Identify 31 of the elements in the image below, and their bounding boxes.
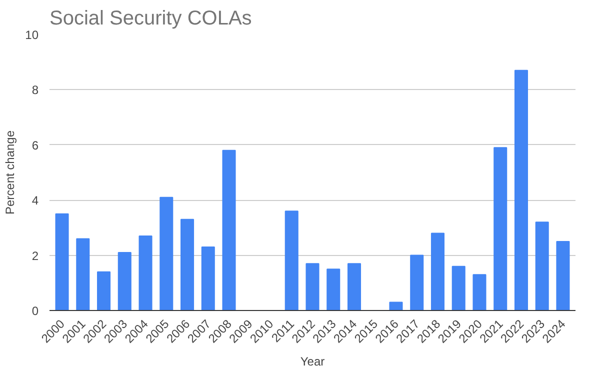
bar xyxy=(201,246,215,310)
bar xyxy=(55,213,69,310)
bar xyxy=(118,252,132,310)
bar xyxy=(138,235,152,310)
bar xyxy=(535,222,549,310)
y-tick-label: 4 xyxy=(32,194,39,208)
y-tick-label: 8 xyxy=(32,83,39,98)
bar xyxy=(556,241,570,310)
bar xyxy=(494,147,508,310)
bar xyxy=(326,268,340,310)
bar xyxy=(410,254,424,310)
bar xyxy=(347,263,362,310)
bar xyxy=(180,218,194,310)
y-tick-label: 0 xyxy=(32,304,39,318)
bar xyxy=(222,150,236,310)
y-tick-label: 2 xyxy=(32,248,39,263)
bar xyxy=(472,274,486,310)
bar xyxy=(97,271,111,310)
bar xyxy=(514,70,528,310)
y-tick-label: 10 xyxy=(25,28,39,42)
chart-title: Social Security COLAs xyxy=(50,8,252,30)
y-tick-label: 6 xyxy=(32,138,39,152)
bar xyxy=(160,196,174,310)
bar xyxy=(306,263,320,310)
bar xyxy=(389,302,403,310)
bar xyxy=(76,238,90,310)
bar xyxy=(430,232,444,310)
x-axis-title: Year xyxy=(300,354,325,369)
y-axis-title: Percent change xyxy=(3,130,18,215)
bar xyxy=(284,210,298,310)
bar xyxy=(452,266,466,310)
